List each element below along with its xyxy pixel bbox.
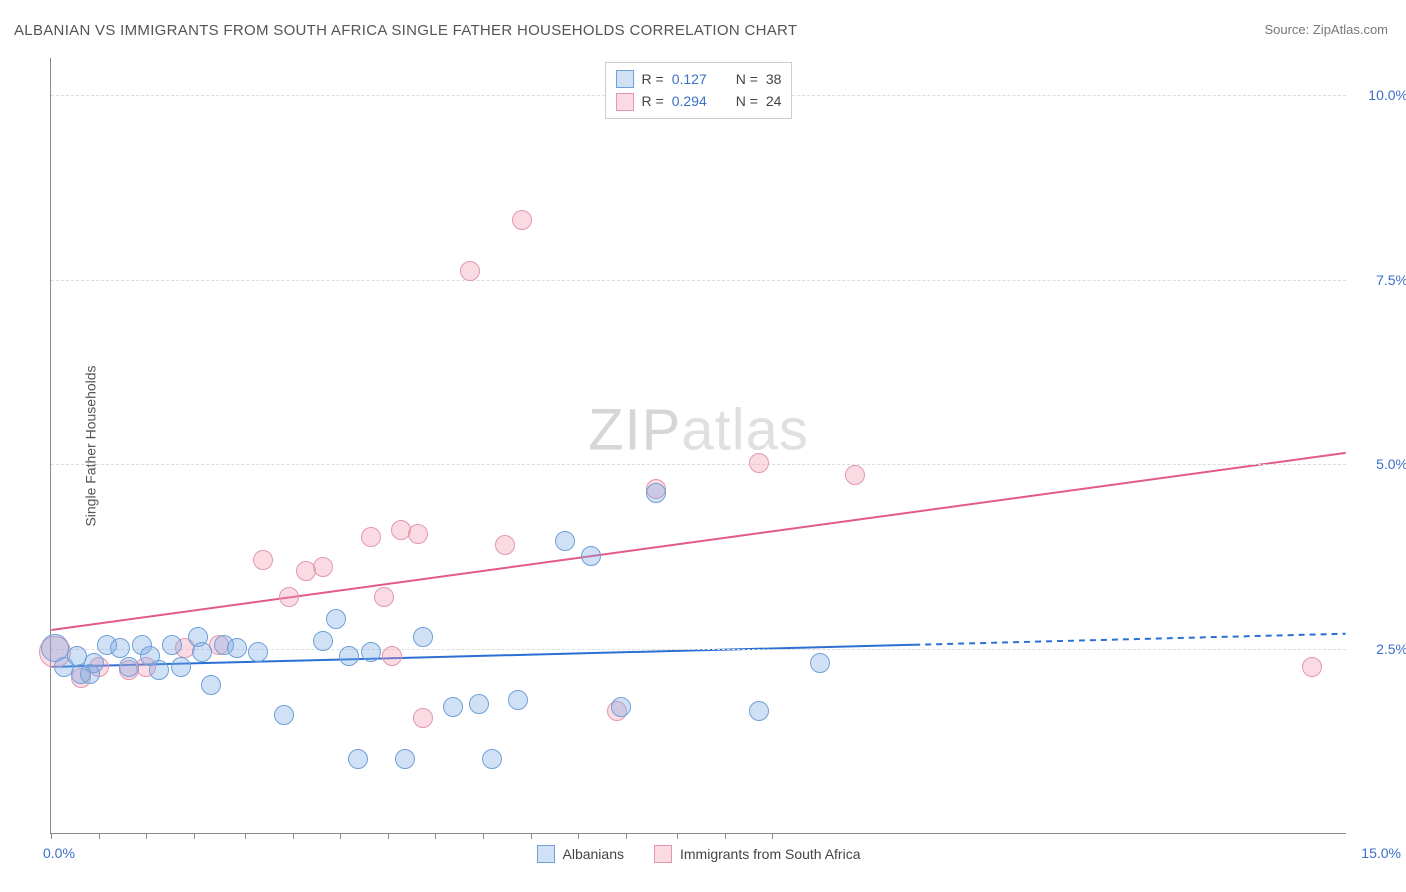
n-value-albanians: 38 — [766, 68, 782, 90]
x-tick-mark — [772, 833, 773, 839]
chart-title: ALBANIAN VS IMMIGRANTS FROM SOUTH AFRICA… — [14, 22, 797, 39]
r-label: R = — [642, 90, 664, 112]
legend-stats-row-1: R = 0.127 N = 38 — [616, 68, 782, 90]
scatter-point-albanians — [581, 546, 601, 566]
x-tick-mark — [388, 833, 389, 839]
legend-swatch-south-africa-2 — [654, 845, 672, 863]
legend-stats-row-2: R = 0.294 N = 24 — [616, 90, 782, 112]
scatter-point-south-africa — [313, 557, 333, 577]
legend-stats: R = 0.127 N = 38 R = 0.294 N = 24 — [605, 62, 793, 119]
scatter-point-albanians — [348, 749, 368, 769]
scatter-point-albanians — [361, 642, 381, 662]
legend-swatch-albanians-2 — [536, 845, 554, 863]
scatter-point-albanians — [395, 749, 415, 769]
scatter-point-albanians — [313, 631, 333, 651]
legend-series: Albanians Immigrants from South Africa — [536, 845, 860, 863]
scatter-point-south-africa — [749, 453, 769, 473]
scatter-point-south-africa — [253, 550, 273, 570]
x-tick-mark — [99, 833, 100, 839]
r-label: R = — [642, 68, 664, 90]
x-tick-mark — [194, 833, 195, 839]
y-tick-label: 7.5% — [1376, 272, 1406, 288]
x-tick-mark — [340, 833, 341, 839]
x-tick-mark — [578, 833, 579, 839]
trend-line — [51, 453, 1345, 630]
r-value-albanians: 0.127 — [672, 68, 722, 90]
legend-item-albanians: Albanians — [536, 845, 624, 863]
x-tick-mark — [435, 833, 436, 839]
x-tick-mark — [245, 833, 246, 839]
scatter-point-albanians — [227, 638, 247, 658]
scatter-point-albanians — [555, 531, 575, 551]
scatter-point-south-africa — [413, 708, 433, 728]
scatter-point-albanians — [611, 697, 631, 717]
x-tick-mark — [293, 833, 294, 839]
trend-line — [914, 634, 1345, 645]
chart-container: ALBANIAN VS IMMIGRANTS FROM SOUTH AFRICA… — [0, 0, 1406, 892]
x-tick-mark — [725, 833, 726, 839]
y-tick-label: 10.0% — [1368, 87, 1406, 103]
scatter-point-south-africa — [460, 261, 480, 281]
scatter-point-south-africa — [845, 465, 865, 485]
scatter-point-albanians — [482, 749, 502, 769]
scatter-point-south-africa — [279, 587, 299, 607]
scatter-point-albanians — [248, 642, 268, 662]
legend-swatch-albanians — [616, 70, 634, 88]
y-tick-label: 2.5% — [1376, 641, 1406, 657]
scatter-point-south-africa — [408, 524, 428, 544]
scatter-point-south-africa — [1302, 657, 1322, 677]
scatter-point-albanians — [508, 690, 528, 710]
scatter-point-albanians — [749, 701, 769, 721]
source-label: Source: ZipAtlas.com — [1264, 22, 1388, 37]
x-tick-mark — [483, 833, 484, 839]
trend-lines-layer — [51, 58, 1346, 833]
legend-item-south-africa: Immigrants from South Africa — [654, 845, 861, 863]
scatter-point-south-africa — [361, 527, 381, 547]
scatter-point-albanians — [413, 627, 433, 647]
scatter-point-albanians — [162, 635, 182, 655]
scatter-point-albanians — [326, 609, 346, 629]
legend-label-albanians: Albanians — [562, 846, 624, 862]
legend-label-south-africa: Immigrants from South Africa — [680, 846, 861, 862]
plot-area: ZIPatlas R = 0.127 N = 38 R = 0.294 N = … — [50, 58, 1346, 834]
gridline-h — [51, 280, 1346, 281]
x-tick-min: 0.0% — [43, 845, 75, 861]
y-tick-label: 5.0% — [1376, 456, 1406, 472]
r-value-south-africa: 0.294 — [672, 90, 722, 112]
x-tick-mark — [146, 833, 147, 839]
scatter-point-albanians — [339, 646, 359, 666]
scatter-point-albanians — [110, 638, 130, 658]
scatter-point-south-africa — [512, 210, 532, 230]
n-label: N = — [736, 68, 758, 90]
scatter-point-albanians — [443, 697, 463, 717]
scatter-point-albanians — [119, 657, 139, 677]
n-label: N = — [736, 90, 758, 112]
scatter-point-albanians — [810, 653, 830, 673]
scatter-point-albanians — [201, 675, 221, 695]
scatter-point-albanians — [84, 653, 104, 673]
gridline-h — [51, 464, 1346, 465]
scatter-point-south-africa — [382, 646, 402, 666]
x-tick-mark — [626, 833, 627, 839]
scatter-point-south-africa — [495, 535, 515, 555]
scatter-point-albanians — [192, 642, 212, 662]
n-value-south-africa: 24 — [766, 90, 782, 112]
scatter-point-albanians — [274, 705, 294, 725]
x-tick-mark — [677, 833, 678, 839]
x-tick-mark — [531, 833, 532, 839]
scatter-point-albanians — [646, 483, 666, 503]
scatter-point-albanians — [171, 657, 191, 677]
scatter-point-south-africa — [374, 587, 394, 607]
legend-swatch-south-africa — [616, 93, 634, 111]
scatter-point-albanians — [149, 660, 169, 680]
x-tick-mark — [51, 833, 52, 839]
x-tick-max: 15.0% — [1361, 845, 1401, 861]
scatter-point-albanians — [469, 694, 489, 714]
